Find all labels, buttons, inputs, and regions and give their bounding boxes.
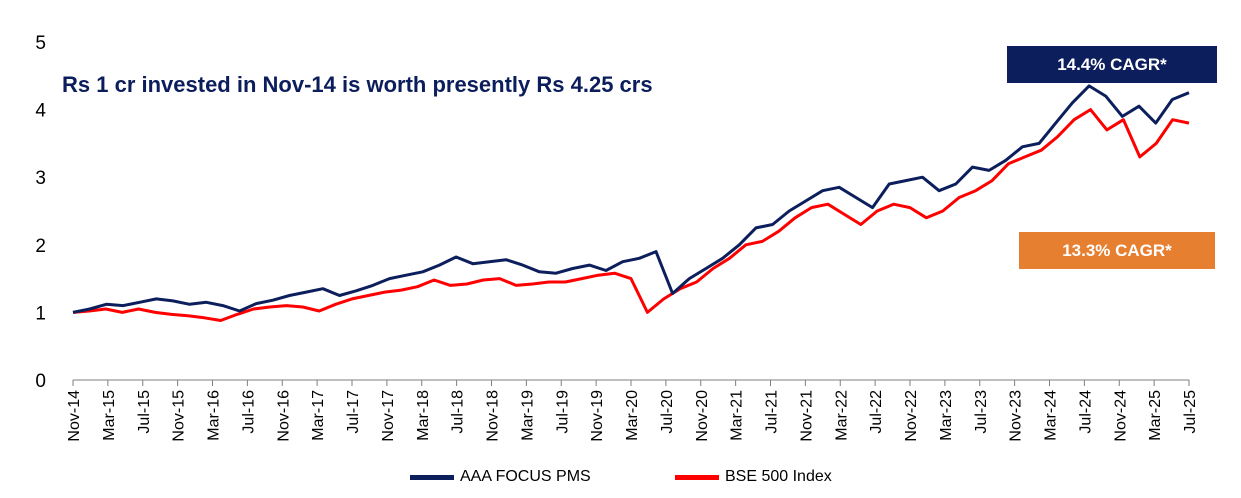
x-tick-label: Jul-25 xyxy=(1182,390,1199,434)
x-tick-label: Jul-15 xyxy=(136,390,153,434)
x-tick-label: Jul-16 xyxy=(240,390,257,434)
x-tick-label: Nov-20 xyxy=(694,390,711,442)
y-tick-label: 5 xyxy=(35,33,46,54)
line-chart: 0 1 2 3 4 5 Nov-14 Mar-15 Jul-15 Nov-15 Mar-16 Jul… xyxy=(35,33,1199,442)
x-tick-label: Nov-21 xyxy=(798,390,815,442)
legend-swatch-pms xyxy=(410,474,454,480)
x-tick-label: Mar-20 xyxy=(624,390,641,441)
x-tick-label: Mar-18 xyxy=(415,390,432,441)
x-tick-label: Nov-24 xyxy=(1112,390,1129,442)
x-tick-label: Mar-22 xyxy=(833,390,850,441)
y-tick-label: 3 xyxy=(35,168,46,189)
series-line-bse xyxy=(72,108,1190,322)
x-tick-label: Nov-15 xyxy=(171,390,188,442)
legend-label-bse: BSE 500 Index xyxy=(725,468,832,485)
legend-label-pms: AAA FOCUS PMS xyxy=(460,468,591,485)
x-tick-label: Nov-19 xyxy=(589,390,606,442)
x-tick-label: Jul-17 xyxy=(345,390,362,434)
bse-cagr-badge: 13.3% CAGR* xyxy=(1019,232,1215,269)
y-tick-label: 0 xyxy=(35,371,46,392)
y-tick-label: 1 xyxy=(35,303,46,324)
x-tick-label: Mar-25 xyxy=(1147,390,1164,441)
legend-swatch-bse xyxy=(675,474,719,480)
legend-item-bse: BSE 500 Index xyxy=(675,468,832,486)
x-tick-label: Mar-16 xyxy=(206,390,223,441)
x-tick-label: Jul-18 xyxy=(450,390,467,434)
x-tick-label: Jul-20 xyxy=(659,390,676,434)
x-tick-label: Nov-16 xyxy=(275,390,292,442)
x-tick-label: Mar-19 xyxy=(519,390,536,441)
x-tick-label: Mar-15 xyxy=(101,390,118,441)
x-tick-label: Nov-14 xyxy=(66,390,83,442)
x-tick-label: Nov-18 xyxy=(485,390,502,442)
x-tick-label: Jul-24 xyxy=(1077,390,1094,434)
series-line-pms xyxy=(72,84,1190,314)
x-tick-label: Nov-22 xyxy=(903,390,920,442)
x-tick-label: Jul-21 xyxy=(764,390,781,434)
chart-legend: AAA FOCUS PMS BSE 500 Index xyxy=(0,468,1241,492)
y-tick-label: 4 xyxy=(35,101,46,122)
x-tick-label: Nov-17 xyxy=(380,390,397,442)
chart-headline: Rs 1 cr invested in Nov-14 is worth pres… xyxy=(62,72,653,97)
x-tick-label: Jul-19 xyxy=(554,390,571,434)
y-tick-label: 2 xyxy=(35,236,46,257)
pms-cagr-badge: 14.4% CAGR* xyxy=(1007,46,1217,83)
x-tick-label: Jul-22 xyxy=(868,390,885,434)
series-layer xyxy=(72,84,1190,322)
x-tick-label: Nov-23 xyxy=(1008,390,1025,442)
x-tick-label: Jul-23 xyxy=(973,390,990,434)
legend-item-pms: AAA FOCUS PMS xyxy=(410,468,591,486)
x-tick-label: Mar-24 xyxy=(1043,390,1060,441)
x-tick-label: Mar-23 xyxy=(938,390,955,441)
x-tick-label: Mar-21 xyxy=(729,390,746,441)
x-tick-label: Mar-17 xyxy=(310,390,327,441)
y-axis-tick-labels: 0 1 2 3 4 5 xyxy=(35,33,46,392)
x-axis: Nov-14 Mar-15 Jul-15 Nov-15 Mar-16 Jul-16 Nov-… xyxy=(66,379,1199,442)
